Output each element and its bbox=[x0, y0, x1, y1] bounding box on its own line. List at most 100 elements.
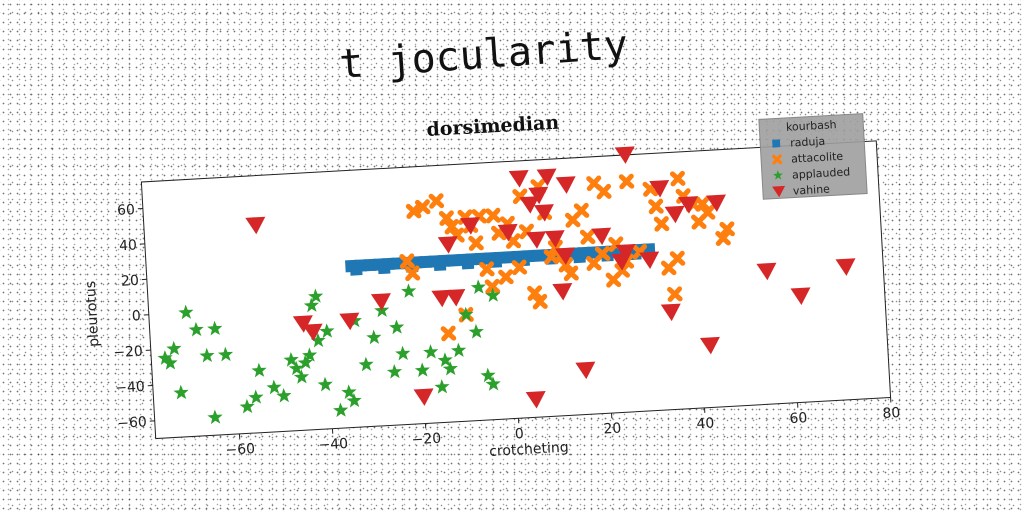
data-point-applauded bbox=[386, 363, 403, 379]
data-point-attacolite bbox=[498, 269, 514, 285]
data-point-applauded bbox=[470, 279, 486, 295]
data-point-applauded bbox=[358, 356, 374, 372]
legend-marker-raduja bbox=[772, 139, 781, 148]
data-point-applauded bbox=[301, 347, 318, 363]
data-point-attacolite bbox=[596, 183, 612, 200]
x-tick-label: 40 bbox=[696, 415, 715, 432]
data-point-vahine bbox=[614, 146, 635, 164]
data-point-attacolite bbox=[669, 170, 686, 187]
data-point-attacolite bbox=[653, 216, 670, 232]
data-point-vahine bbox=[649, 179, 670, 198]
data-point-attacolite bbox=[719, 221, 735, 237]
data-point-raduja bbox=[433, 258, 447, 272]
data-point-applauded bbox=[319, 323, 335, 339]
data-point-applauded bbox=[188, 321, 204, 337]
data-point-applauded bbox=[333, 402, 349, 418]
data-point-vahine bbox=[705, 194, 726, 213]
data-point-attacolite bbox=[438, 210, 455, 226]
data-point-vahine bbox=[699, 336, 720, 355]
y-tick-label: 20 bbox=[121, 273, 140, 290]
data-point-vahine bbox=[437, 236, 458, 254]
data-point-applauded bbox=[458, 306, 474, 322]
data-point-vahine bbox=[544, 230, 565, 248]
y-tick-label: −60 bbox=[117, 414, 147, 432]
x-axis-label: crotcheting bbox=[489, 440, 569, 460]
y-axis-ticks: −60 −40 −20 0 20 40 60 bbox=[113, 202, 155, 432]
data-point-applauded bbox=[303, 297, 319, 313]
data-point-applauded bbox=[199, 347, 215, 363]
x-tick-label: −60 bbox=[225, 441, 255, 459]
data-point-attacolite bbox=[444, 218, 460, 235]
data-point-attacolite bbox=[669, 250, 686, 267]
y-tick-label: 60 bbox=[117, 202, 136, 219]
data-point-attacolite bbox=[573, 202, 590, 219]
data-point-applauded bbox=[173, 384, 189, 400]
data-point-vahine bbox=[339, 312, 360, 331]
data-point-attacolite bbox=[399, 253, 415, 269]
data-point-applauded bbox=[283, 351, 299, 367]
data-point-vahine bbox=[790, 287, 811, 305]
data-point-applauded bbox=[293, 369, 310, 384]
data-point-attacolite bbox=[618, 173, 635, 190]
data-point-applauded bbox=[366, 329, 382, 345]
data-point-vahine bbox=[660, 303, 681, 322]
data-point-applauded bbox=[288, 360, 304, 376]
data-point-vahine bbox=[639, 251, 660, 270]
data-point-applauded bbox=[437, 352, 453, 367]
data-point-attacolite bbox=[485, 207, 501, 224]
legend-title: kourbash bbox=[786, 118, 837, 134]
x-tick-label: 0 bbox=[514, 426, 524, 442]
data-point-attacolite bbox=[468, 235, 484, 251]
data-point-applauded bbox=[389, 319, 405, 335]
legend-label-attacolite: attacolite bbox=[791, 150, 844, 166]
data-point-applauded bbox=[468, 323, 484, 339]
data-point-attacolite bbox=[532, 293, 548, 310]
data-point-vahine bbox=[245, 216, 266, 235]
data-point-attacolite bbox=[694, 196, 711, 212]
data-point-applauded bbox=[248, 389, 264, 405]
chart-title: dorsimedian bbox=[426, 112, 560, 141]
x-tick-label: 60 bbox=[789, 410, 808, 427]
data-point-raduja bbox=[349, 263, 363, 276]
legend-marker-applauded bbox=[773, 170, 783, 180]
data-point-vahine bbox=[302, 323, 323, 342]
data-point-raduja bbox=[461, 256, 475, 270]
data-point-vahine bbox=[525, 391, 546, 409]
data-point-applauded bbox=[434, 379, 450, 394]
data-point-applauded bbox=[317, 376, 333, 392]
data-point-vahine bbox=[431, 289, 452, 308]
data-point-applauded bbox=[166, 340, 182, 356]
data-point-vahine bbox=[370, 293, 391, 311]
data-point-vahine bbox=[292, 315, 313, 333]
legend-box bbox=[758, 113, 868, 200]
data-point-vahine bbox=[756, 262, 777, 281]
data-point-attacolite bbox=[648, 198, 664, 215]
x-tick-label: −40 bbox=[318, 436, 348, 454]
data-point-vahine bbox=[533, 204, 554, 222]
data-point-applauded bbox=[442, 360, 458, 376]
data-point-attacolite bbox=[527, 285, 543, 301]
data-point-attacolite bbox=[404, 265, 421, 282]
y-tick-label: 0 bbox=[132, 308, 142, 324]
data-point-applauded bbox=[308, 288, 324, 304]
data-point-applauded bbox=[341, 384, 357, 399]
legend-label-raduja: raduja bbox=[790, 135, 826, 150]
data-point-attacolite bbox=[428, 193, 445, 209]
data-point-vahine bbox=[413, 388, 434, 406]
data-point-applauded bbox=[310, 332, 326, 348]
data-point-vahine bbox=[615, 243, 636, 262]
data-point-attacolite bbox=[440, 325, 457, 342]
data-point-vahine bbox=[459, 217, 480, 235]
data-point-vahine bbox=[552, 283, 573, 301]
series-applauded bbox=[157, 279, 501, 425]
data-point-applauded bbox=[480, 367, 496, 383]
data-point-applauded bbox=[207, 409, 223, 425]
data-point-attacolite bbox=[511, 259, 528, 276]
data-point-raduja bbox=[573, 250, 586, 264]
data-point-applauded bbox=[162, 355, 178, 370]
data-point-vahine bbox=[519, 196, 540, 214]
data-point-vahine bbox=[536, 168, 557, 187]
data-point-applauded bbox=[414, 362, 430, 378]
data-point-vahine bbox=[664, 205, 685, 224]
data-point-vahine bbox=[575, 361, 596, 380]
